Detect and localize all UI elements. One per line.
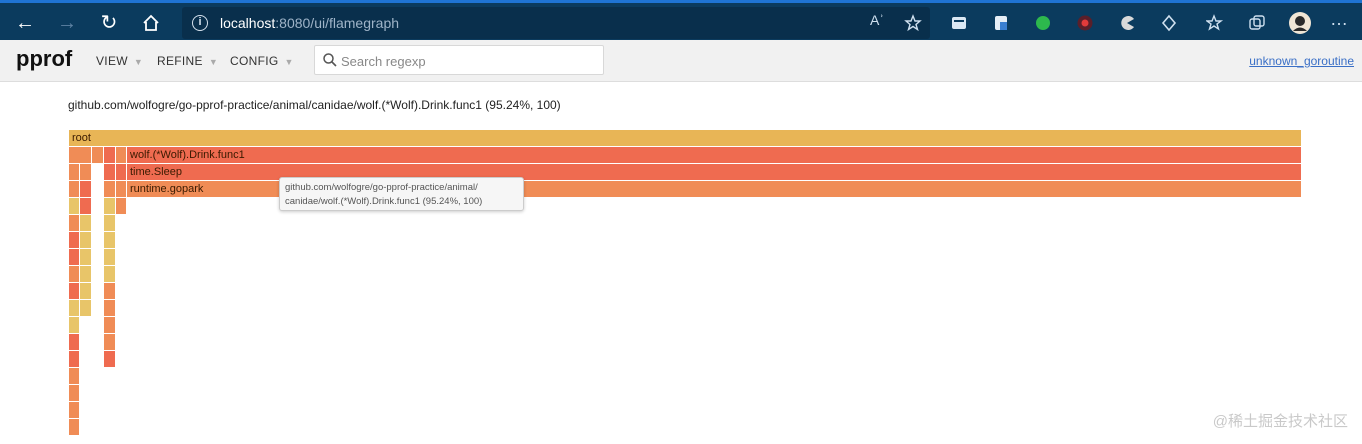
tooltip-line: github.com/wolfogre/go-pprof-practice/an… [285, 182, 478, 193]
search-box [314, 45, 604, 75]
extension-box-icon[interactable] [950, 14, 968, 32]
frame-box[interactable] [69, 317, 79, 333]
favorite-star-icon[interactable] [904, 14, 922, 32]
frame-box[interactable] [116, 147, 126, 163]
frame-box[interactable] [69, 385, 79, 401]
frame-box[interactable] [104, 147, 115, 163]
frame-box[interactable] [69, 232, 79, 248]
frame-box[interactable] [104, 334, 115, 350]
frame-box[interactable] [80, 266, 91, 282]
frame-box[interactable] [104, 300, 115, 316]
refine-menu[interactable]: REFINE ▼ [157, 54, 218, 68]
profile-avatar-icon[interactable] [1288, 11, 1312, 35]
refresh-button[interactable]: ↻ [94, 8, 124, 38]
evernote-icon[interactable] [1034, 14, 1052, 32]
frame-box[interactable] [69, 334, 79, 350]
frame-box[interactable] [80, 300, 91, 316]
url-path: :8080/ui/flamegraph [275, 15, 400, 31]
extension-shield-icon[interactable] [992, 14, 1010, 32]
frame-time-sleep[interactable]: time.Sleep [127, 164, 1301, 180]
frame-box[interactable] [69, 300, 79, 316]
collections-icon[interactable] [1248, 14, 1266, 32]
info-icon[interactable]: i [192, 15, 208, 31]
frame-box[interactable] [69, 351, 79, 367]
frame-box[interactable] [80, 164, 91, 180]
refine-menu-label: REFINE [157, 54, 203, 68]
frame-box[interactable] [69, 215, 79, 231]
chevron-down-icon: ▼ [133, 57, 144, 67]
view-menu[interactable]: VIEW ▼ [96, 54, 143, 68]
frame-box[interactable] [92, 147, 103, 163]
forward-button[interactable]: → [52, 8, 82, 38]
more-menu-icon[interactable]: … [1330, 9, 1348, 29]
address-bar[interactable]: i localhost:8080/ui/flamegraph [182, 7, 930, 39]
url-text: localhost:8080/ui/flamegraph [220, 15, 399, 31]
frame-box[interactable] [116, 181, 126, 197]
tooltip-line: canidae/wolf.(*Wolf).Drink.func1 (95.24%… [285, 196, 483, 207]
frame-box[interactable] [104, 232, 115, 248]
config-menu[interactable]: CONFIG ▼ [230, 54, 294, 68]
frame-box[interactable] [69, 266, 79, 282]
watermark: @稀土掘金技术社区 [1212, 413, 1348, 430]
frame-box[interactable] [80, 198, 91, 214]
frame-box[interactable] [69, 147, 91, 163]
frame-box[interactable] [104, 266, 115, 282]
search-icon [323, 53, 337, 67]
pprof-logo: pprof [16, 46, 73, 71]
back-button[interactable]: ← [10, 8, 40, 38]
chevron-down-icon: ▼ [208, 57, 219, 67]
read-aloud-icon[interactable]: Aʾ [870, 12, 884, 28]
frame-box[interactable] [104, 164, 115, 180]
chevron-down-icon: ▼ [284, 57, 294, 67]
frame-box[interactable] [104, 351, 115, 367]
back-arrow-icon: ← [15, 12, 35, 34]
home-icon [143, 14, 159, 31]
extensions-puzzle-icon[interactable] [1160, 14, 1178, 32]
frame-box[interactable] [69, 164, 79, 180]
record-extension-icon[interactable] [1076, 14, 1094, 32]
profile-link[interactable]: unknown_goroutine [1249, 54, 1354, 68]
frame-box[interactable] [69, 283, 79, 299]
frame-box[interactable] [116, 198, 126, 214]
frame-wolf-drink[interactable]: wolf.(*Wolf).Drink.func1 [127, 147, 1301, 163]
frame-box[interactable] [104, 181, 115, 197]
frame-box[interactable] [116, 164, 126, 180]
config-menu-label: CONFIG [230, 54, 279, 68]
frame-box[interactable] [104, 317, 115, 333]
frame-tooltip: github.com/wolfogre/go-pprof-practice/an… [279, 177, 524, 211]
frame-box[interactable] [104, 215, 115, 231]
home-button[interactable] [136, 8, 166, 38]
frame-box[interactable] [69, 368, 79, 384]
frame-box[interactable] [69, 402, 79, 418]
frame-box[interactable] [104, 283, 115, 299]
search-input[interactable] [341, 51, 596, 71]
frame-box[interactable] [104, 249, 115, 265]
favorites-icon[interactable] [1206, 14, 1224, 32]
frame-box[interactable] [69, 419, 79, 435]
frame-box[interactable] [80, 232, 91, 248]
forward-arrow-icon: → [57, 12, 77, 34]
frame-box[interactable] [69, 249, 79, 265]
extension-pacman-icon[interactable] [1118, 14, 1136, 32]
frame-box[interactable] [80, 215, 91, 231]
frame-box[interactable] [69, 198, 79, 214]
browser-toolbar: ← → ↻ i localhost:8080/ui/flamegraph Aʾ [0, 0, 1362, 40]
frame-box[interactable] [69, 181, 79, 197]
refresh-icon: ↻ [100, 12, 118, 34]
frame-root[interactable]: root [69, 130, 1301, 146]
frame-box[interactable] [80, 283, 91, 299]
view-menu-label: VIEW [96, 54, 128, 68]
frame-box[interactable] [104, 198, 115, 214]
flamegraph-title: github.com/wolfogre/go-pprof-practice/an… [68, 98, 561, 112]
frame-box[interactable] [80, 181, 91, 197]
url-host: localhost [220, 15, 276, 31]
pprof-header: pprof VIEW ▼ REFINE ▼ CONFIG ▼ unknown_goro… [0, 40, 1362, 82]
frame-box[interactable] [80, 249, 91, 265]
